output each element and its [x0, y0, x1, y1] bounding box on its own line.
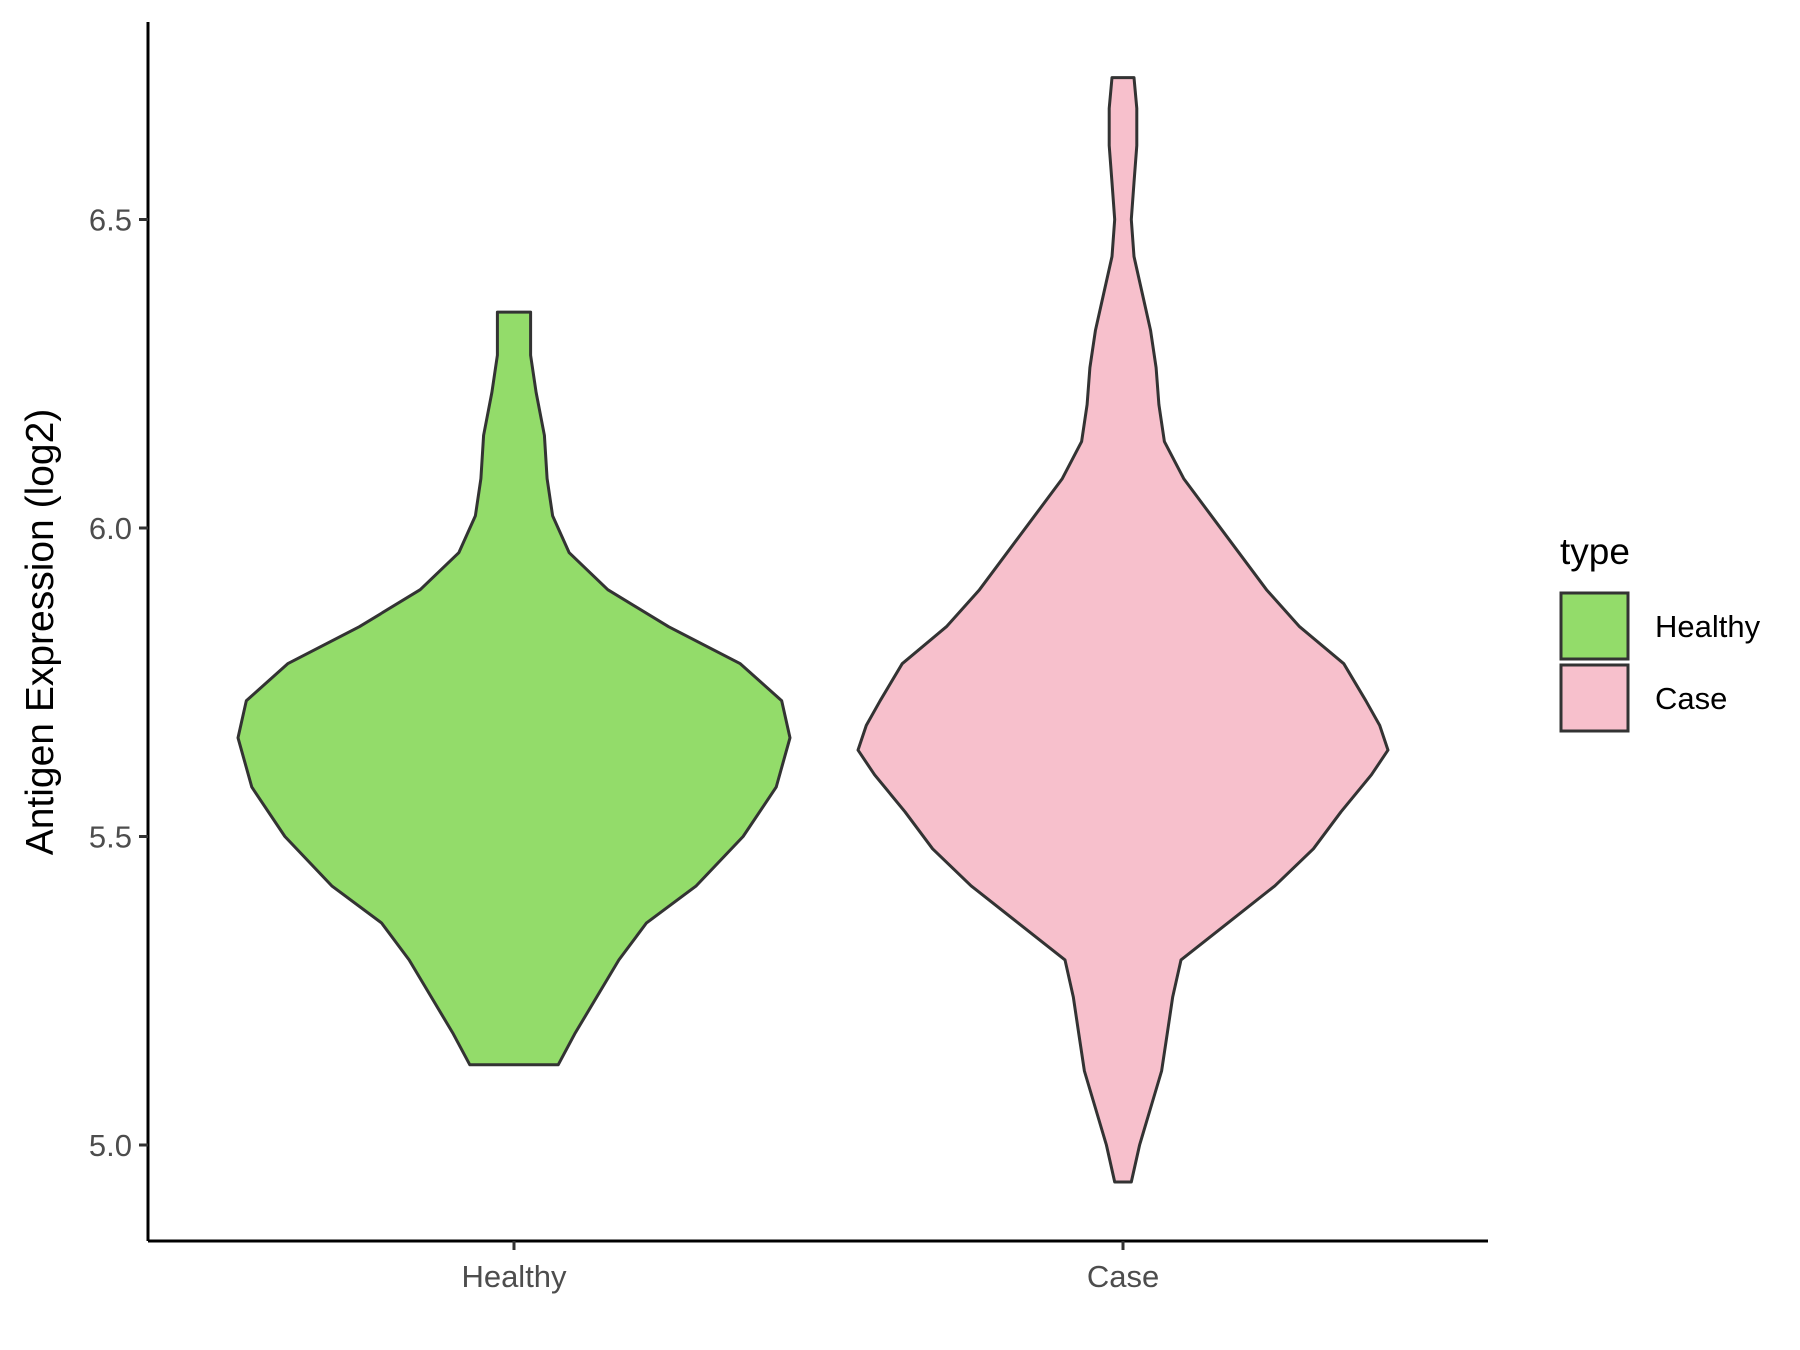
legend-title: type: [1560, 531, 1630, 572]
legend-key-healthy: [1559, 591, 1630, 661]
y-axis-ticks: 5.0 5.5 6.0 6.5: [89, 203, 148, 1163]
legend-label-case: Case: [1655, 681, 1727, 716]
x-axis-ticks: Healthy Case: [461, 1241, 1159, 1294]
y-tick-label: 6.0: [89, 511, 132, 546]
y-tick-label: 6.5: [89, 203, 132, 238]
y-tick-label: 5.5: [89, 820, 132, 855]
legend-label-healthy: Healthy: [1655, 609, 1761, 644]
y-axis-title: Antigen Expression (log2): [19, 409, 62, 856]
violin-case: [856, 76, 1390, 1184]
legend-entries: Healthy Case: [1559, 591, 1761, 733]
y-tick-label: 5.0: [89, 1128, 132, 1163]
legend-key-case: [1559, 663, 1630, 733]
violin-healthy: [236, 310, 792, 1067]
violin-layer: [236, 76, 1390, 1184]
legend: type Healthy Case: [1559, 531, 1761, 733]
x-tick-label: Case: [1087, 1259, 1159, 1294]
x-tick-label: Healthy: [461, 1259, 567, 1294]
